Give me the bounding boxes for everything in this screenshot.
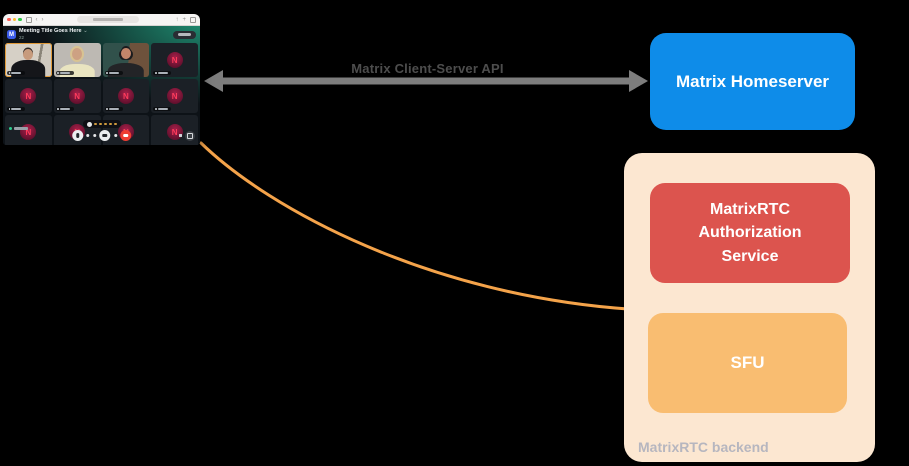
minimize-window-button[interactable] (12, 17, 16, 22)
invite-button[interactable] (173, 30, 196, 39)
n-avatar: N (117, 88, 134, 104)
device-chevron-icon[interactable] (113, 134, 117, 137)
pagination-indicator[interactable] (82, 120, 121, 128)
name-pill (55, 106, 74, 111)
backend-caption: MatrixRTC backend (638, 439, 769, 455)
sidebar-toggle-icon[interactable] (25, 16, 32, 23)
address-bar[interactable] (77, 16, 140, 23)
forward-icon[interactable]: › (41, 16, 44, 23)
status-text-smear (13, 127, 28, 130)
page-dot (99, 122, 102, 126)
online-dot-icon (9, 127, 12, 130)
back-icon[interactable]: ‹ (35, 16, 38, 23)
share-icon[interactable]: ↑ (175, 16, 179, 23)
camera-button[interactable] (99, 130, 111, 141)
zoom-window-button[interactable] (18, 17, 22, 22)
name-pill (55, 70, 74, 75)
mic-button[interactable] (71, 130, 83, 141)
expand-icon (187, 133, 193, 139)
page-dot (104, 122, 107, 126)
avatar-tile[interactable]: N (102, 79, 150, 113)
client-server-api-label: Matrix Client-Server API (351, 61, 504, 76)
mic-icon (75, 133, 79, 138)
device-chevron-icon[interactable] (86, 134, 90, 137)
name-pill (104, 70, 123, 75)
avatar-tile[interactable]: N (151, 79, 198, 113)
avatar-tile[interactable]: N (5, 79, 52, 113)
video-grid: N N N N N (5, 43, 198, 145)
invite-button-label-smear (178, 33, 191, 36)
n-avatar: N (69, 88, 86, 104)
chevron-down-icon: ⌄ (83, 27, 88, 34)
video-tile-speaker[interactable] (5, 43, 52, 77)
avatar-tile[interactable]: N (5, 115, 52, 145)
name-pill (7, 70, 25, 75)
camera-icon (102, 133, 108, 138)
new-tab-icon[interactable]: + (182, 16, 186, 23)
avatar-tile[interactable]: N (53, 79, 101, 113)
device-chevron-icon[interactable] (92, 134, 96, 137)
call-app: M Meeting Title Goes Here ⌄ 22 (3, 26, 200, 145)
sfu-box: SFU (648, 313, 847, 413)
call-controls (71, 130, 132, 141)
auth-service-label: MatrixRTC Authorization Service (698, 201, 802, 265)
homeserver-box: Matrix Homeserver (650, 33, 855, 130)
avatar-tile[interactable]: N (151, 115, 198, 145)
expand-button[interactable] (185, 131, 195, 141)
meeting-title[interactable]: Meeting Title Goes Here ⌄ (19, 27, 88, 34)
video-tile[interactable] (102, 43, 150, 77)
n-avatar: N (166, 52, 183, 68)
hangup-icon (123, 134, 129, 137)
tab-overview-icon[interactable] (189, 16, 196, 23)
n-avatar: N (166, 88, 183, 104)
client-to-backend-curve (199, 141, 630, 311)
name-pill (104, 106, 123, 111)
arrowhead-right-icon (629, 70, 648, 92)
connection-status (9, 127, 28, 130)
n-avatar: N (20, 88, 37, 104)
page-current-dot (86, 121, 92, 127)
sfu-label: SFU (730, 353, 765, 372)
hangup-button[interactable] (120, 130, 132, 141)
browser-chrome: ‹ › ↑ + (3, 14, 200, 26)
n-avatar: N (166, 124, 183, 140)
url-text-smear (93, 18, 124, 21)
close-window-button[interactable] (7, 17, 11, 22)
page-dot (109, 122, 112, 126)
page-dot (94, 122, 97, 126)
layout-mini-icon (179, 134, 182, 137)
name-pill (153, 106, 172, 111)
name-pill (153, 70, 172, 75)
room-avatar: M (7, 30, 16, 39)
call-header: M Meeting Title Goes Here ⌄ 22 (3, 26, 200, 43)
page-dot (114, 122, 117, 126)
call-browser-window: ‹ › ↑ + M Meeting Title Goes Here ⌄ 22 (3, 14, 200, 145)
video-tile[interactable] (53, 43, 101, 77)
homeserver-label: Matrix Homeserver (675, 71, 830, 91)
name-pill (7, 106, 25, 111)
arrowhead-left-icon (204, 70, 223, 92)
auth-service-box: MatrixRTC Authorization Service (650, 183, 850, 283)
matrixrtc-backend-container: MatrixRTC Authorization Service SFU Matr… (624, 153, 875, 462)
participant-count: 22 (19, 34, 25, 40)
avatar-tile[interactable]: N (151, 43, 198, 77)
